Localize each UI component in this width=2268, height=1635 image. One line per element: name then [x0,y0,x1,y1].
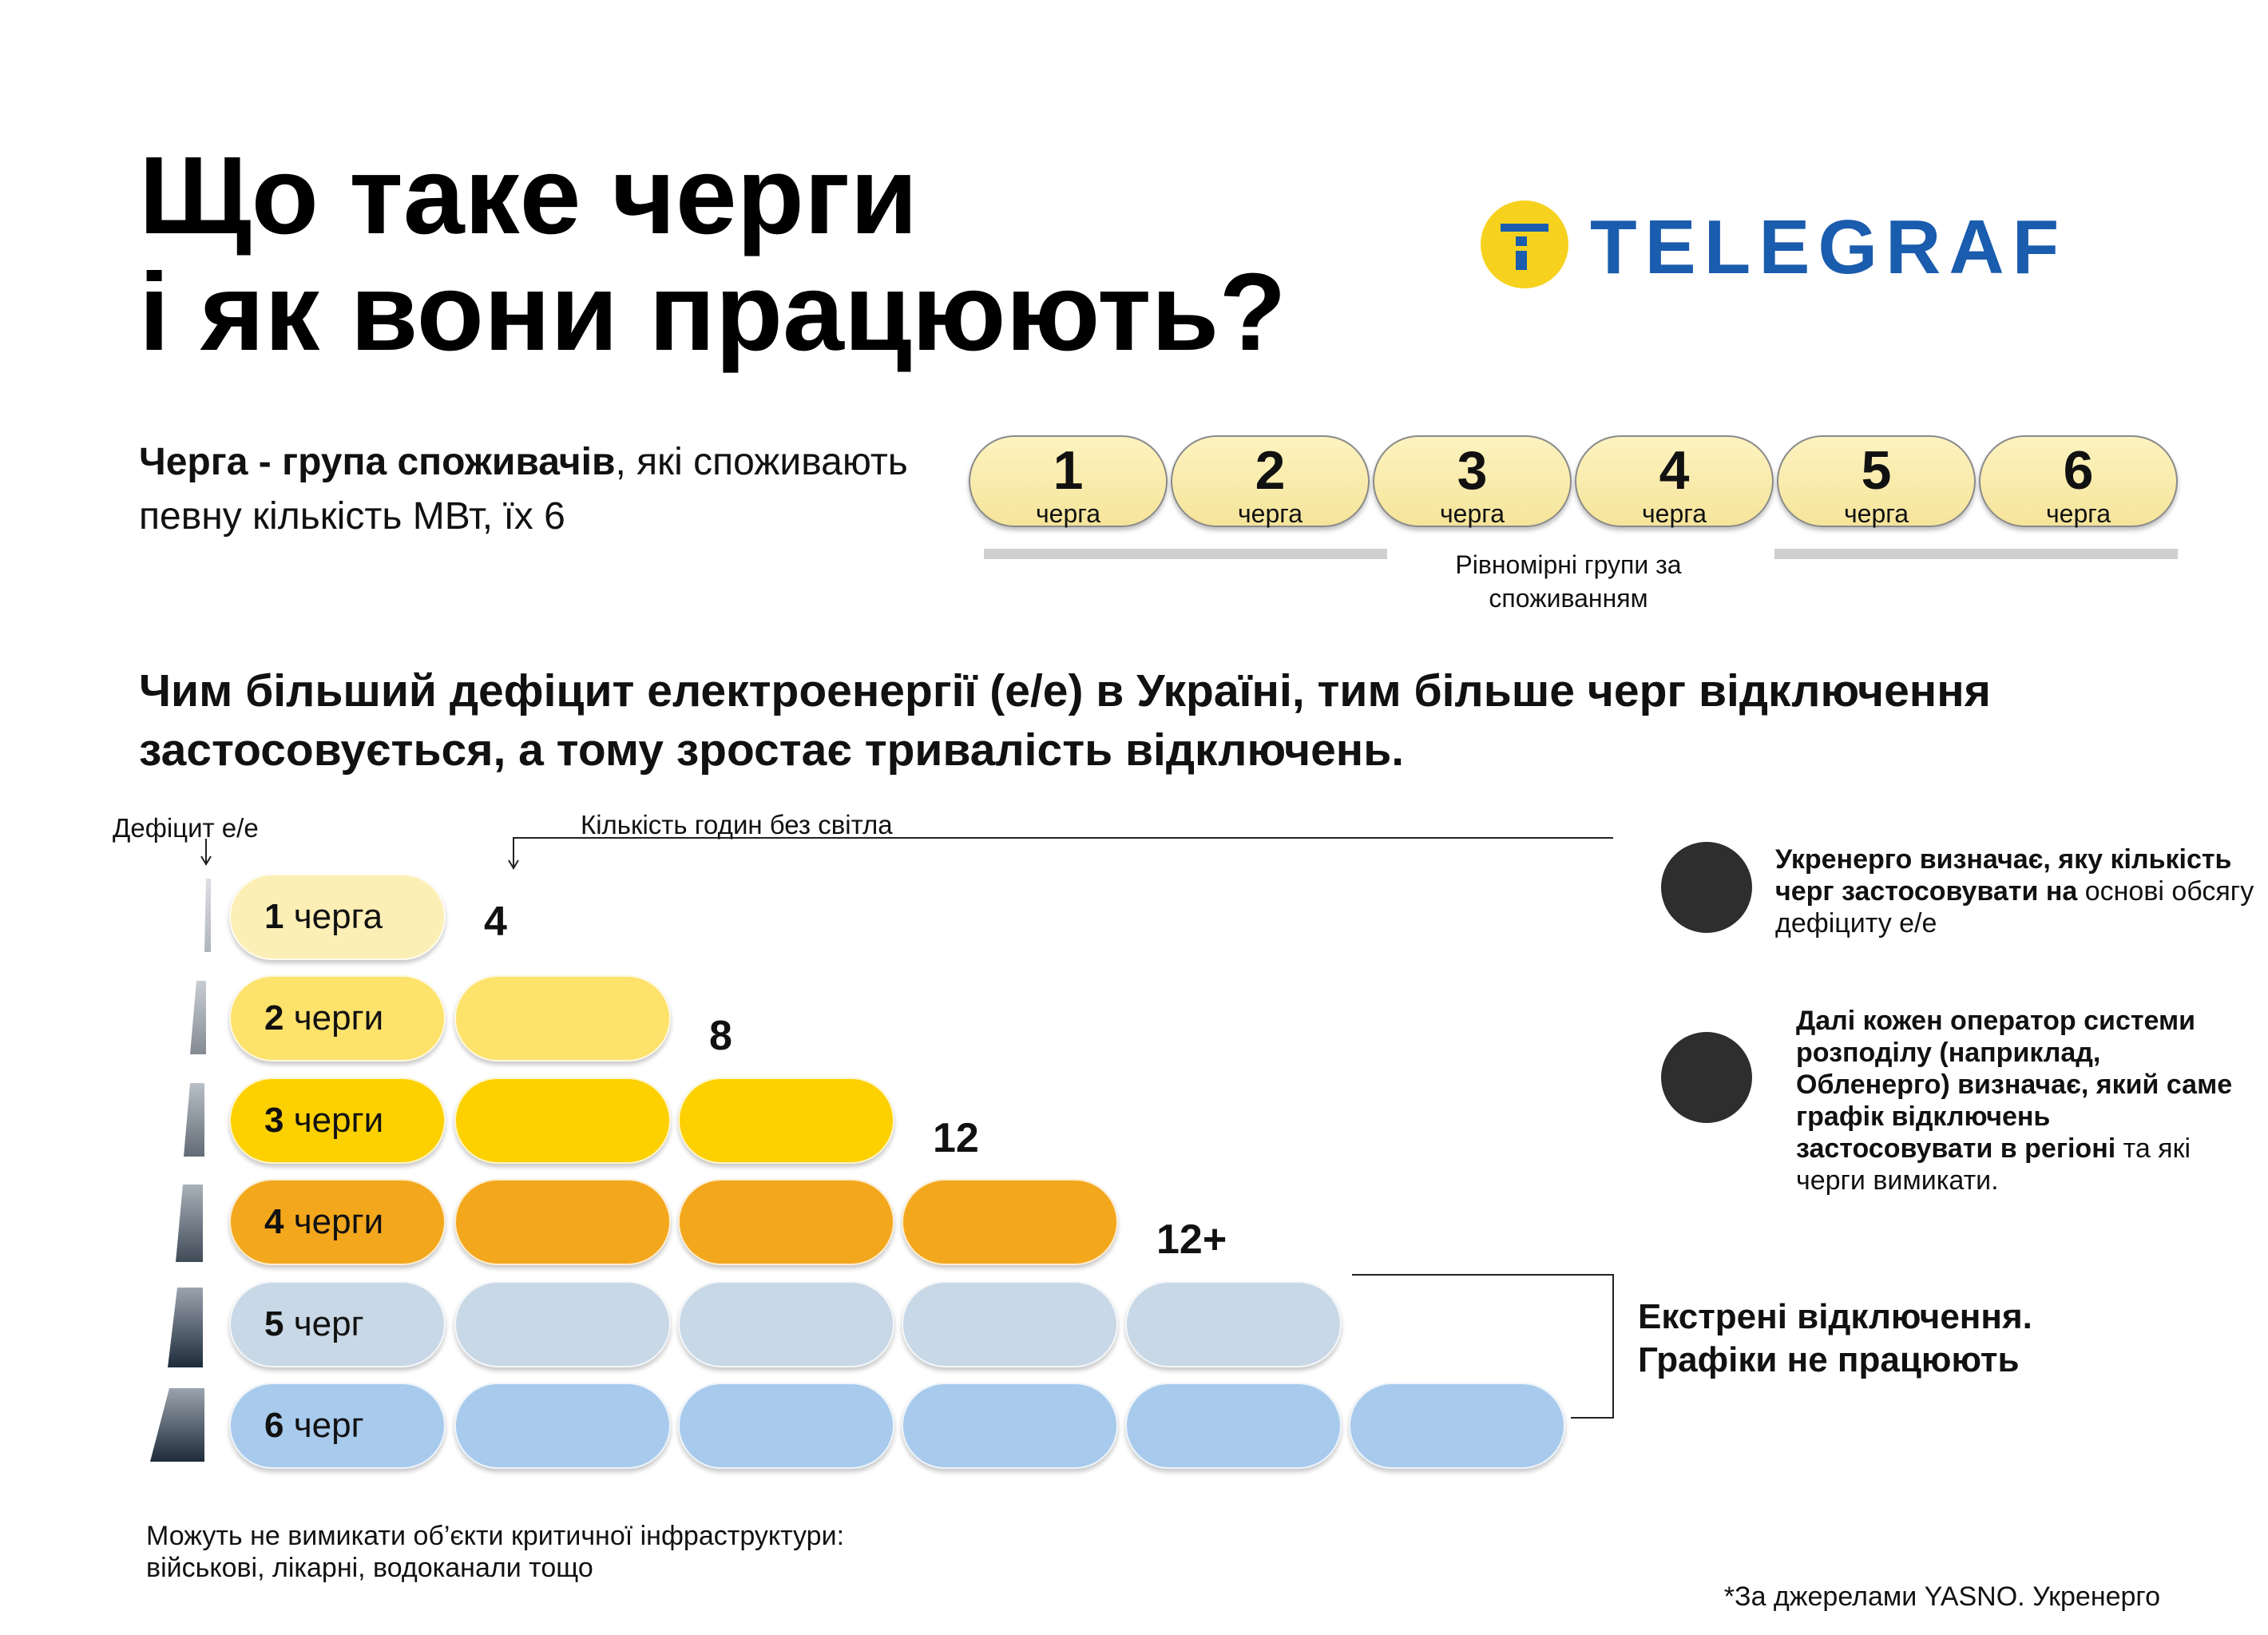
hour-pill [454,1383,671,1469]
row-number: 4 [264,1202,284,1242]
queue-number: 4 [1659,440,1690,501]
row-word: черг [293,1406,364,1445]
queue-number: 3 [1457,440,1488,501]
footnote-line: Можуть не вимикати об’єкти критичної інф… [146,1521,845,1551]
emergency-line: Графіки не працюють [1638,1340,2020,1379]
queue-pill: 5 черга [1777,435,1976,527]
queue-pill: 2 черга [1171,435,1370,527]
emergency: Екстрені відключення. Графіки не працюють [1638,1296,2032,1382]
definition-text: , які споживають певну кількість МВт, їх… [139,441,908,538]
row-number: 2 [264,998,284,1038]
row-word: черг [293,1304,364,1343]
note-dot [1661,1032,1752,1123]
hour-pill [902,1383,1118,1469]
group-bar [1774,549,2178,559]
row-word: черги [293,1202,384,1242]
queue-label: черга [1641,499,1707,528]
definition-bold: Черга - група споживачів [139,441,616,483]
note-dot [1661,842,1752,933]
queue-pill: 6 черга [1979,435,2178,527]
logo-icon [1481,200,1568,288]
title: і як вони працюють? [139,251,1287,374]
row-label-pill [229,1179,446,1266]
queue-label: черга [1237,499,1303,528]
note-text: основі обсягу дефіциту е/е [1775,876,2254,939]
hours-label: Кількість годин без світла [581,810,893,839]
row-label: 5 черг [264,1304,364,1343]
row-label-pill [229,1077,446,1164]
definition: Черга - група споживачів, які споживають… [139,435,946,544]
row-label: 4 черги [264,1204,383,1240]
queue-number: 1 [1053,440,1084,501]
hour-pill [454,1077,671,1164]
queue-label: черга [1439,499,1505,528]
row-label: 6 черг [264,1408,364,1443]
row-label-pill [229,975,446,1062]
headline: Чим більший дефіцит електроенергії (е/е)… [139,665,1991,776]
hour-pill [454,975,671,1062]
hours: 4 [484,899,507,945]
row-label: 3 черги [264,1100,384,1140]
hour-pill [1125,1280,1342,1367]
note: Далі кожен оператор системи розподілу (н… [1796,1005,2243,1196]
arrows [200,837,1614,1419]
row-word: черги [293,1100,384,1140]
note-text: та які черги вимикати. [1796,1133,2191,1196]
row-label: 1 черга [264,899,383,935]
caption: Рівномірні групи за споживанням [1455,550,1682,613]
hour-pill [902,1280,1118,1367]
source: *За джерелами YASNO. Укренерго [1723,1581,2160,1612]
hours: 12+ [1156,1216,1227,1264]
hours: 8 [709,1013,732,1060]
hours: 12 [933,1114,979,1161]
note: Укренерго визначає, яку кількість черг з… [1775,843,2268,939]
queue-label: черга [1035,499,1101,528]
queue-number: 5 [1861,440,1892,501]
queue-number: 2 [1255,440,1286,501]
row-number: 5 [264,1304,284,1343]
deficit-label: Дефіцит е/е [113,813,259,843]
row-label-pill [229,874,446,960]
row-number: 1 [264,897,284,936]
row-word: черги [293,998,384,1038]
emergency-line: Екстрені відключення. [1638,1297,2032,1336]
hour-pill [902,1179,1118,1266]
hour-pill [1349,1383,1565,1469]
row-word: черга [293,897,383,936]
row-label-pill [229,1280,446,1367]
hour-pill [454,1179,671,1266]
logo: TELEGRAF [1590,204,2068,290]
row-number: 3 [264,1100,284,1140]
row-number: 6 [264,1406,284,1445]
group-bar [984,549,1387,559]
queue-pill: 3 черга [1373,435,1572,527]
note-bold: Укренерго визначає, яку кількість черг з… [1775,844,2232,907]
title: Що таке черги [139,134,918,257]
queue-label: черга [1843,499,1909,528]
deficit-wedges [150,879,211,1462]
queue-number: 6 [2063,440,2094,501]
footnote-line: військові, лікарні, водоканали тощо [146,1553,593,1583]
queue-label: черга [2045,499,2111,528]
hour-pill [1125,1383,1342,1469]
note-bold: Далі кожен оператор системи розподілу (н… [1796,1006,2233,1164]
hour-pill [678,1280,894,1367]
hour-pill [678,1179,894,1266]
hour-pill [678,1383,894,1469]
footnote: Можуть не вимикати об’єкти критичної інф… [146,1520,844,1584]
row-label-pill [229,1383,446,1469]
hour-pill [454,1280,671,1367]
queue-pill: 4 черга [1575,435,1774,527]
queue-pill: 1 черга [969,435,1168,527]
hour-pill [678,1077,894,1164]
row-label: 2 черги [264,1001,383,1036]
